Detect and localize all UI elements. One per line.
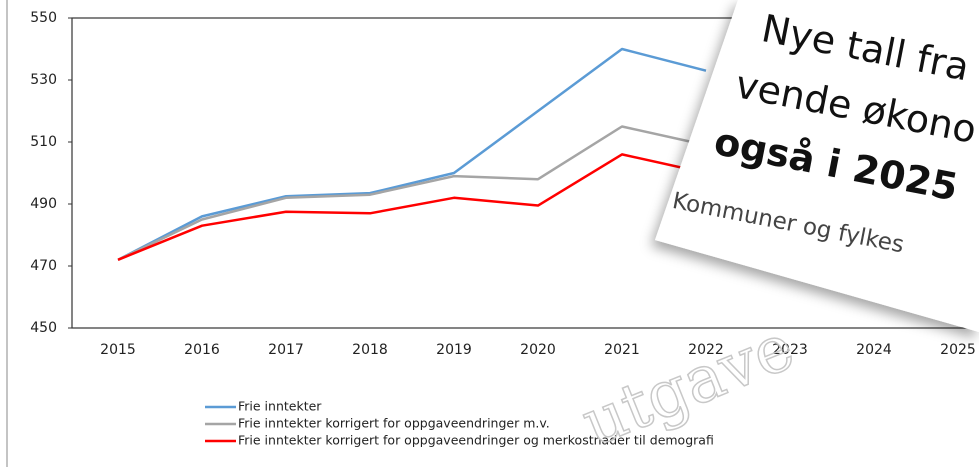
- x-tick-label: 2024: [856, 342, 892, 358]
- x-tick-label: 2021: [604, 342, 640, 358]
- y-tick-label: 470: [30, 258, 57, 274]
- y-tick-label: 550: [30, 10, 57, 26]
- y-tick-label: 490: [30, 196, 57, 212]
- x-tick-label: 2018: [352, 342, 388, 358]
- x-tick-label: 2017: [268, 342, 304, 358]
- legend-label: Frie inntekter: [238, 399, 322, 414]
- series-line: [118, 154, 706, 259]
- y-tick-label: 530: [30, 72, 57, 88]
- page: {"chart_data": {"type": "line", "categor…: [0, 0, 979, 467]
- x-tick-label: 2019: [436, 342, 472, 358]
- x-tick-label: 2016: [184, 342, 220, 358]
- x-tick-label: 2025: [940, 342, 976, 358]
- x-tick-label: 2020: [520, 342, 556, 358]
- y-tick-label: 450: [30, 320, 57, 336]
- chart: 450 470 490 510 530 550 2015 2016 2017 2018 2019 20…: [0, 0, 979, 467]
- series-line: [118, 127, 706, 260]
- legend-label: Frie inntekter korrigert for oppgaveendr…: [238, 416, 550, 431]
- x-tick-label: 2015: [100, 342, 136, 358]
- y-tick-label: 510: [30, 134, 57, 150]
- series-line: [118, 49, 706, 260]
